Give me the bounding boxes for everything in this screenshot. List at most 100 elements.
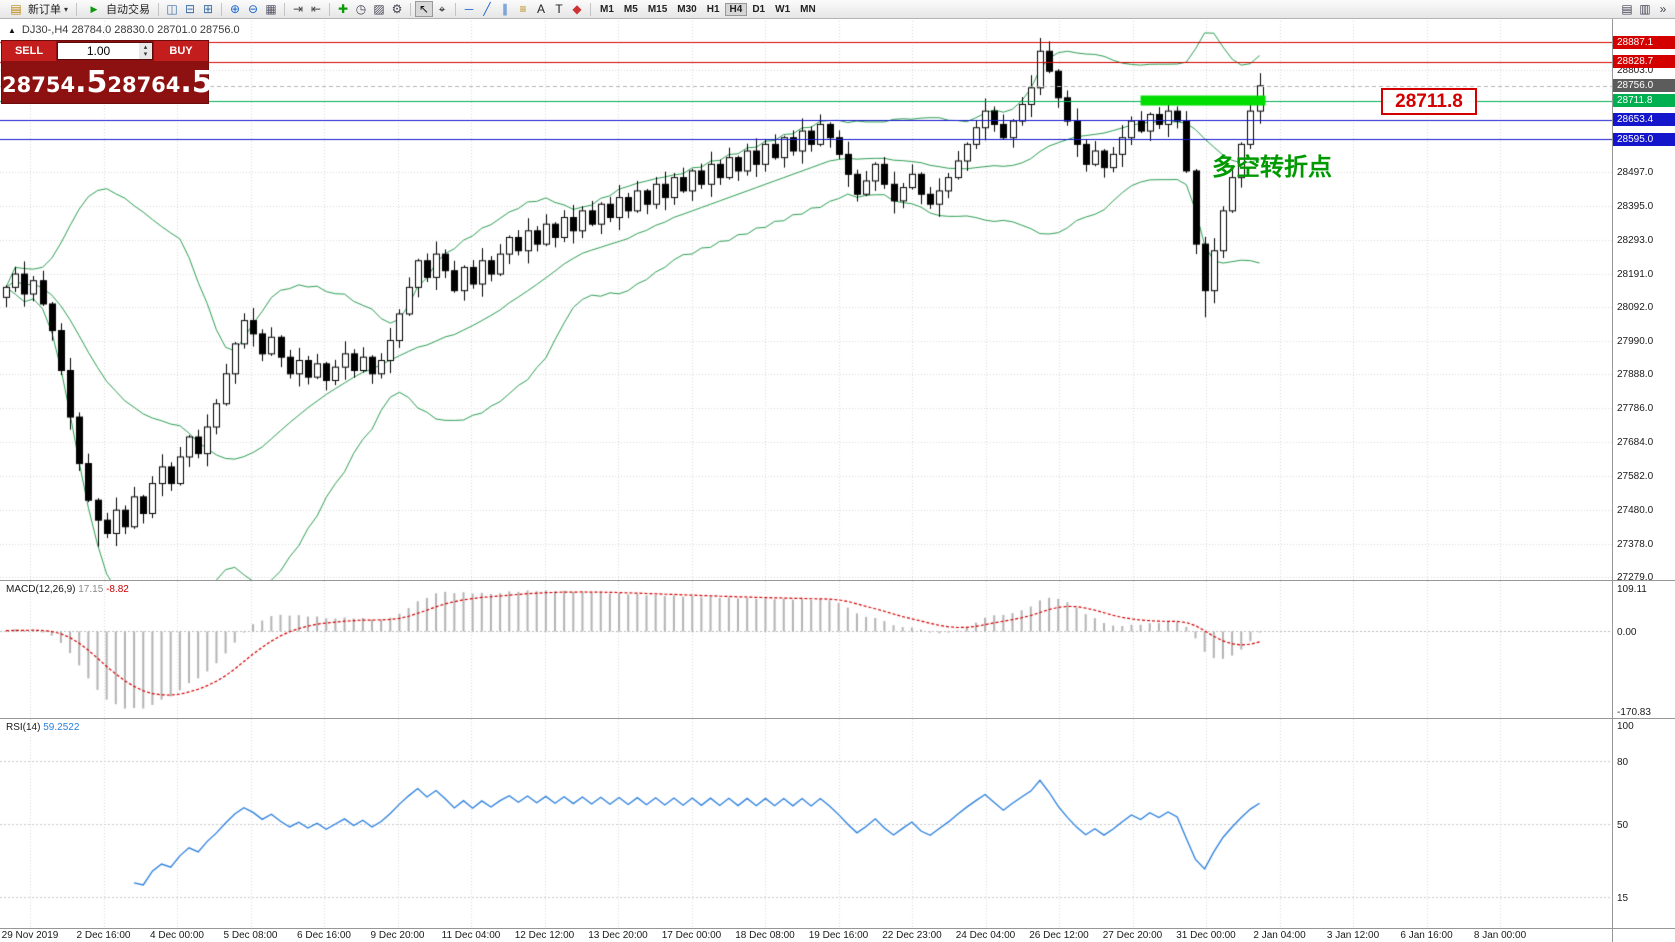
panel-separator[interactable]	[0, 580, 1675, 581]
volume-up-icon[interactable]: ▴	[143, 44, 148, 51]
volume-input[interactable]	[58, 43, 139, 59]
auto-trading-button[interactable]: ▶ 自动交易	[81, 1, 154, 18]
new-order-button[interactable]: ▤ 新订单 ▾	[3, 1, 72, 18]
price-level-badge: 28595.0	[1613, 132, 1675, 146]
time-axis-label: 2 Dec 16:00	[76, 930, 131, 941]
zoom-in-icon[interactable]: ⊕	[229, 2, 241, 16]
price-axis-label: 28395.0	[1617, 200, 1654, 212]
timeframe-h4[interactable]: H4	[724, 2, 748, 16]
time-axis-label: 4 Dec 00:00	[150, 930, 204, 941]
text-icon[interactable]: A	[537, 2, 546, 16]
auto-scroll-icon[interactable]: ⇥	[292, 2, 304, 16]
macd-canvas[interactable]	[0, 581, 1612, 718]
price-callout[interactable]: 28711.8	[1381, 88, 1477, 115]
timeframe-m15[interactable]: M15	[647, 3, 668, 15]
zoom-out-icon[interactable]: ⊖	[247, 2, 259, 16]
indicators-icon[interactable]: ✚	[337, 2, 349, 16]
timeframe-m30[interactable]: M30	[677, 3, 697, 15]
price-axis[interactable]: 28803.0 28497.0 28395.0 28293.0 28191.0 28092…	[1613, 19, 1675, 942]
buy-button[interactable]: BUY	[154, 41, 208, 61]
macd-axis-label: 109.11	[1617, 584, 1647, 595]
time-axis-label: 8 Jan 00:00	[1473, 930, 1527, 941]
arrows-icon[interactable]: ◆	[572, 2, 582, 16]
rsi-canvas[interactable]	[0, 719, 1612, 928]
price-axis-label: 27684.0	[1617, 437, 1654, 449]
timeframe-h1[interactable]: H1	[706, 3, 720, 15]
new-order-icon: ▤	[10, 2, 22, 16]
one-click-collapse-icon[interactable]: ▲	[8, 25, 16, 35]
timeframe-mn[interactable]: MN	[800, 3, 816, 15]
timeframe-m1[interactable]: M1	[600, 3, 614, 15]
chart-properties-icon[interactable]: ⚙	[391, 2, 403, 16]
time-axis-label: 18 Dec 08:00	[735, 930, 795, 941]
channel-icon[interactable]: ∥	[502, 2, 509, 16]
window-layout-icon[interactable]: ▥	[1639, 2, 1651, 16]
price-axis-label: 28803.0	[1617, 65, 1654, 77]
auto-trading-play-icon: ▶	[90, 3, 98, 14]
timeframe-d1[interactable]: D1	[752, 3, 766, 15]
buy-price[interactable]: 28764.5	[107, 64, 213, 100]
toolbar-separator	[590, 2, 592, 16]
sell-button[interactable]: SELL	[2, 41, 56, 61]
templates-icon[interactable]: ▨	[373, 2, 385, 16]
price-axis-label: 27378.0	[1617, 539, 1654, 551]
time-axis-label: 29 Nov 2019	[1, 930, 59, 941]
new-order-caret-icon: ▾	[64, 4, 69, 14]
timeframe-w1[interactable]: W1	[775, 3, 791, 15]
toolbar-separator	[329, 2, 331, 16]
timeframe-m5[interactable]: M5	[623, 3, 638, 15]
price-level-badge: 28887.1	[1613, 35, 1675, 49]
fibonacci-icon[interactable]: ≡	[519, 2, 527, 16]
price-axis-label: 28497.0	[1617, 166, 1654, 178]
cascade-windows-icon[interactable]: ◫	[166, 2, 178, 16]
toolbar-separator	[410, 2, 412, 16]
cursor-icon[interactable]: ↖	[415, 1, 434, 17]
price-axis-label: 27990.0	[1617, 335, 1654, 347]
time-axis-label: 6 Jan 16:00	[1400, 930, 1453, 941]
panel-separator[interactable]	[0, 718, 1675, 719]
price-axis-label: 27582.0	[1617, 471, 1654, 483]
price-level-badge: 28756.0	[1613, 79, 1675, 93]
trendline-icon[interactable]: ╱	[483, 2, 491, 16]
auto-trading-label: 自动交易	[106, 4, 151, 16]
price-axis-label: 28191.0	[1617, 268, 1654, 280]
main-chart-canvas[interactable]	[0, 18, 1612, 580]
price-level-badge: 28653.4	[1613, 113, 1675, 127]
price-axis-label: 27480.0	[1617, 505, 1654, 517]
toolbar-separator	[221, 2, 223, 16]
tile-windows-vertical-icon[interactable]: ⊞	[202, 2, 214, 16]
toolbar-icons: ◫ ⊟ ⊞ ⊕ ⊖ ▦ ⇥ ⇤ ✚ ◷ ▨ ⚙ ↖ ⌖ ─ ╱ ∥ ≡ A T ◆	[163, 1, 595, 17]
macd-axis-label: -170.83	[1617, 707, 1651, 718]
time-axis-label: 17 Dec 00:00	[661, 930, 722, 941]
horizontal-line-icon[interactable]: ─	[464, 2, 474, 16]
rsi-axis-label: 100	[1617, 721, 1634, 732]
print-icon[interactable]: ▤	[1621, 2, 1633, 16]
toolbar-overflow-icon[interactable]: »	[1659, 2, 1667, 16]
tile-windows-horizontal-icon[interactable]: ⊟	[184, 2, 196, 16]
periods-icon[interactable]: ◷	[355, 2, 367, 16]
rsi-axis-label: 50	[1617, 819, 1629, 831]
sell-price[interactable]: 28754.5	[2, 64, 108, 100]
grid-icon[interactable]: ▦	[265, 2, 277, 16]
volume-stepper: ▴ ▾	[57, 42, 153, 60]
time-axis-label: 2 Jan 04:00	[1253, 930, 1306, 941]
rsi-axis-label: 80	[1617, 756, 1629, 768]
volume-down-icon[interactable]: ▾	[143, 51, 148, 58]
price-axis-label: 27786.0	[1617, 403, 1654, 415]
time-axis[interactable]: 29 Nov 2019 2 Dec 16:00 4 Dec 00:00 5 Dec 0…	[0, 929, 1612, 942]
price-level-badge: 28828.7	[1613, 55, 1675, 69]
rsi-label: RSI(14) 59.2522	[6, 722, 80, 733]
time-axis-label: 22 Dec 23:00	[882, 930, 942, 941]
toolbar-separator	[158, 2, 160, 16]
chart-shift-icon[interactable]: ⇤	[310, 2, 322, 16]
time-axis-label: 11 Dec 04:00	[441, 930, 501, 941]
turning-point-annotation[interactable]: 多空转折点	[1212, 154, 1332, 181]
ohlc-text: DJ30-,H4 28784.0 28830.0 28701.0 28756.0	[21, 24, 240, 36]
time-axis-label: 12 Dec 12:00	[514, 930, 575, 941]
label-icon[interactable]: T	[555, 2, 563, 16]
timeframe-toolbar: M1 M5 M15 M30 H1 H4 D1 W1 MN	[595, 2, 821, 16]
crosshair-icon[interactable]: ⌖	[438, 1, 446, 16]
volume-spinner: ▴ ▾	[139, 43, 152, 59]
time-axis-label: 31 Dec 00:00	[1176, 930, 1236, 941]
